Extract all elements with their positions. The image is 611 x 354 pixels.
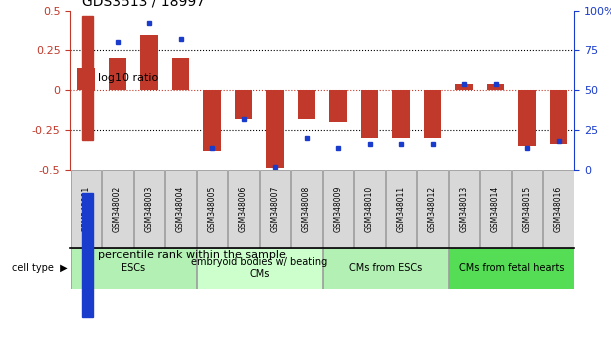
Bar [480, 170, 511, 248]
Bar [203, 90, 221, 151]
Text: GSM348006: GSM348006 [239, 185, 248, 232]
Text: GSM348009: GSM348009 [334, 185, 343, 232]
Text: GSM348013: GSM348013 [459, 186, 469, 232]
Text: GSM348008: GSM348008 [302, 186, 311, 232]
Bar [518, 90, 536, 146]
Text: percentile rank within the sample: percentile rank within the sample [98, 250, 286, 260]
Bar [82, 16, 93, 140]
Bar [229, 170, 258, 248]
Bar [235, 90, 252, 119]
Bar [78, 68, 95, 90]
Text: GSM348015: GSM348015 [522, 186, 532, 232]
Bar [354, 170, 385, 248]
Bar [197, 170, 227, 248]
Bar [197, 248, 321, 289]
Text: log10 ratio: log10 ratio [98, 73, 159, 83]
Bar [512, 170, 542, 248]
Text: CMs from fetal hearts: CMs from fetal hearts [459, 263, 564, 273]
Bar [71, 248, 196, 289]
Bar [172, 58, 189, 90]
Text: GDS3513 / 18997: GDS3513 / 18997 [82, 0, 205, 9]
Bar [71, 170, 101, 248]
Bar [266, 90, 284, 168]
Bar [141, 34, 158, 90]
Bar [82, 193, 93, 317]
Bar [550, 90, 567, 144]
Text: embryoid bodies w/ beating
CMs: embryoid bodies w/ beating CMs [191, 257, 327, 279]
Bar [455, 84, 473, 90]
Text: GSM348002: GSM348002 [113, 186, 122, 232]
Bar [487, 84, 504, 90]
Text: CMs from ESCs: CMs from ESCs [349, 263, 422, 273]
Bar [361, 90, 378, 138]
Bar [323, 170, 353, 248]
Bar [449, 170, 479, 248]
Bar [134, 170, 164, 248]
Text: GSM348011: GSM348011 [397, 186, 406, 232]
Bar [291, 170, 321, 248]
Text: cell type  ▶: cell type ▶ [12, 263, 67, 273]
Bar [329, 90, 346, 122]
Bar [103, 170, 133, 248]
Text: GSM348004: GSM348004 [176, 185, 185, 232]
Text: ESCs: ESCs [121, 263, 145, 273]
Text: GSM348003: GSM348003 [145, 185, 153, 232]
Text: GSM348010: GSM348010 [365, 186, 374, 232]
Bar [166, 170, 196, 248]
Bar [109, 58, 126, 90]
Bar [260, 170, 290, 248]
Text: GSM348007: GSM348007 [271, 185, 280, 232]
Bar [386, 170, 416, 248]
Text: GSM348001: GSM348001 [81, 186, 90, 232]
Bar [424, 90, 441, 138]
Bar [543, 170, 574, 248]
Text: GSM348012: GSM348012 [428, 186, 437, 232]
Bar [449, 248, 574, 289]
Bar [323, 248, 448, 289]
Bar [392, 90, 410, 138]
Text: GSM348005: GSM348005 [208, 185, 216, 232]
Bar [417, 170, 448, 248]
Bar [298, 90, 315, 119]
Text: GSM348014: GSM348014 [491, 186, 500, 232]
Text: GSM348016: GSM348016 [554, 186, 563, 232]
